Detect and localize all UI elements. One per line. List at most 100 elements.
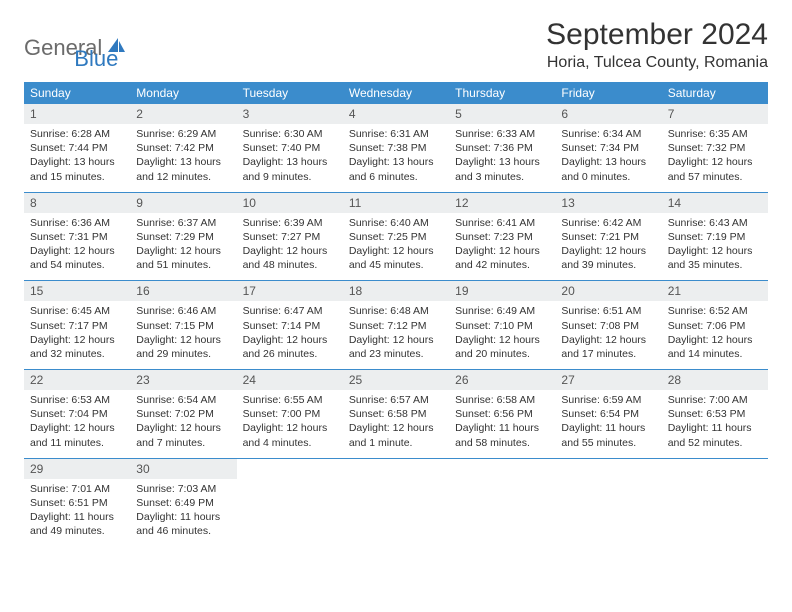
day-body: Sunrise: 6:49 AMSunset: 7:10 PMDaylight:… (449, 301, 555, 369)
day-cell: 25Sunrise: 6:57 AMSunset: 6:58 PMDayligh… (343, 370, 449, 458)
daylight-line: and 35 minutes. (668, 258, 762, 272)
daylight-line: Daylight: 12 hours (349, 421, 443, 435)
daylight-line: Daylight: 12 hours (561, 244, 655, 258)
daylight-line: and 49 minutes. (30, 524, 124, 538)
daylight-line: Daylight: 12 hours (455, 244, 549, 258)
day-body: Sunrise: 6:53 AMSunset: 7:04 PMDaylight:… (24, 390, 130, 458)
daylight-line: and 48 minutes. (243, 258, 337, 272)
sunset-line: Sunset: 7:12 PM (349, 319, 443, 333)
day-body: Sunrise: 6:33 AMSunset: 7:36 PMDaylight:… (449, 124, 555, 192)
sunset-line: Sunset: 7:34 PM (561, 141, 655, 155)
day-body: Sunrise: 6:46 AMSunset: 7:15 PMDaylight:… (130, 301, 236, 369)
daylight-line: Daylight: 12 hours (30, 421, 124, 435)
day-number: 2 (130, 104, 236, 124)
daylight-line: and 58 minutes. (455, 436, 549, 450)
daylight-line: Daylight: 13 hours (455, 155, 549, 169)
day-number: 17 (237, 281, 343, 301)
day-number: 6 (555, 104, 661, 124)
day-number: 24 (237, 370, 343, 390)
day-cell: 6Sunrise: 6:34 AMSunset: 7:34 PMDaylight… (555, 104, 661, 192)
daylight-line: and 12 minutes. (136, 170, 230, 184)
day-number: 13 (555, 193, 661, 213)
day-body: Sunrise: 6:54 AMSunset: 7:02 PMDaylight:… (130, 390, 236, 458)
daylight-line: and 20 minutes. (455, 347, 549, 361)
day-cell: 26Sunrise: 6:58 AMSunset: 6:56 PMDayligh… (449, 370, 555, 458)
day-body: Sunrise: 6:29 AMSunset: 7:42 PMDaylight:… (130, 124, 236, 192)
sunset-line: Sunset: 6:53 PM (668, 407, 762, 421)
day-cell: 12Sunrise: 6:41 AMSunset: 7:23 PMDayligh… (449, 193, 555, 281)
daylight-line: Daylight: 13 hours (136, 155, 230, 169)
sunrise-line: Sunrise: 6:48 AM (349, 304, 443, 318)
day-cell: 30Sunrise: 7:03 AMSunset: 6:49 PMDayligh… (130, 459, 236, 547)
day-number: 8 (24, 193, 130, 213)
daylight-line: and 4 minutes. (243, 436, 337, 450)
sunrise-line: Sunrise: 6:31 AM (349, 127, 443, 141)
day-header-tue: Tuesday (237, 82, 343, 104)
daylight-line: Daylight: 11 hours (455, 421, 549, 435)
day-number: 20 (555, 281, 661, 301)
day-cell (343, 459, 449, 547)
daylight-line: Daylight: 12 hours (668, 333, 762, 347)
day-number: 5 (449, 104, 555, 124)
sunrise-line: Sunrise: 6:58 AM (455, 393, 549, 407)
sunrise-line: Sunrise: 6:34 AM (561, 127, 655, 141)
daylight-line: and 46 minutes. (136, 524, 230, 538)
day-cell: 14Sunrise: 6:43 AMSunset: 7:19 PMDayligh… (662, 193, 768, 281)
day-header-wed: Wednesday (343, 82, 449, 104)
sunset-line: Sunset: 7:23 PM (455, 230, 549, 244)
daylight-line: Daylight: 13 hours (243, 155, 337, 169)
day-body: Sunrise: 6:51 AMSunset: 7:08 PMDaylight:… (555, 301, 661, 369)
day-cell: 1Sunrise: 6:28 AMSunset: 7:44 PMDaylight… (24, 104, 130, 192)
day-cell (662, 459, 768, 547)
title-block: September 2024 Horia, Tulcea County, Rom… (546, 18, 768, 72)
day-number: 4 (343, 104, 449, 124)
day-number: 11 (343, 193, 449, 213)
daylight-line: Daylight: 12 hours (349, 244, 443, 258)
daylight-line: and 57 minutes. (668, 170, 762, 184)
daylight-line: and 42 minutes. (455, 258, 549, 272)
day-cell: 10Sunrise: 6:39 AMSunset: 7:27 PMDayligh… (237, 193, 343, 281)
sunset-line: Sunset: 7:04 PM (30, 407, 124, 421)
daylight-line: and 9 minutes. (243, 170, 337, 184)
sunrise-line: Sunrise: 6:28 AM (30, 127, 124, 141)
sunset-line: Sunset: 7:00 PM (243, 407, 337, 421)
day-cell: 24Sunrise: 6:55 AMSunset: 7:00 PMDayligh… (237, 370, 343, 458)
day-body: Sunrise: 6:41 AMSunset: 7:23 PMDaylight:… (449, 213, 555, 281)
sunset-line: Sunset: 7:42 PM (136, 141, 230, 155)
daylight-line: and 3 minutes. (455, 170, 549, 184)
week-row: 8Sunrise: 6:36 AMSunset: 7:31 PMDaylight… (24, 193, 768, 282)
sunset-line: Sunset: 7:06 PM (668, 319, 762, 333)
day-body: Sunrise: 6:39 AMSunset: 7:27 PMDaylight:… (237, 213, 343, 281)
sunrise-line: Sunrise: 6:49 AM (455, 304, 549, 318)
day-body: Sunrise: 6:47 AMSunset: 7:14 PMDaylight:… (237, 301, 343, 369)
daylight-line: and 7 minutes. (136, 436, 230, 450)
sunrise-line: Sunrise: 6:37 AM (136, 216, 230, 230)
sunset-line: Sunset: 6:56 PM (455, 407, 549, 421)
week-row: 29Sunrise: 7:01 AMSunset: 6:51 PMDayligh… (24, 459, 768, 547)
day-body: Sunrise: 7:03 AMSunset: 6:49 PMDaylight:… (130, 479, 236, 547)
daylight-line: and 54 minutes. (30, 258, 124, 272)
sunrise-line: Sunrise: 6:55 AM (243, 393, 337, 407)
daylight-line: Daylight: 11 hours (668, 421, 762, 435)
sunrise-line: Sunrise: 6:41 AM (455, 216, 549, 230)
daylight-line: Daylight: 12 hours (30, 244, 124, 258)
day-body: Sunrise: 6:57 AMSunset: 6:58 PMDaylight:… (343, 390, 449, 458)
day-cell (237, 459, 343, 547)
daylight-line: and 52 minutes. (668, 436, 762, 450)
day-number: 28 (662, 370, 768, 390)
month-title: September 2024 (546, 18, 768, 52)
daylight-line: Daylight: 12 hours (349, 333, 443, 347)
day-number: 1 (24, 104, 130, 124)
daylight-line: Daylight: 12 hours (243, 244, 337, 258)
daylight-line: Daylight: 11 hours (30, 510, 124, 524)
day-number: 12 (449, 193, 555, 213)
day-cell: 11Sunrise: 6:40 AMSunset: 7:25 PMDayligh… (343, 193, 449, 281)
daylight-line: Daylight: 13 hours (349, 155, 443, 169)
daylight-line: Daylight: 11 hours (136, 510, 230, 524)
sunrise-line: Sunrise: 7:01 AM (30, 482, 124, 496)
day-number: 29 (24, 459, 130, 479)
day-body: Sunrise: 7:00 AMSunset: 6:53 PMDaylight:… (662, 390, 768, 458)
day-cell (449, 459, 555, 547)
daylight-line: and 17 minutes. (561, 347, 655, 361)
sunrise-line: Sunrise: 6:39 AM (243, 216, 337, 230)
